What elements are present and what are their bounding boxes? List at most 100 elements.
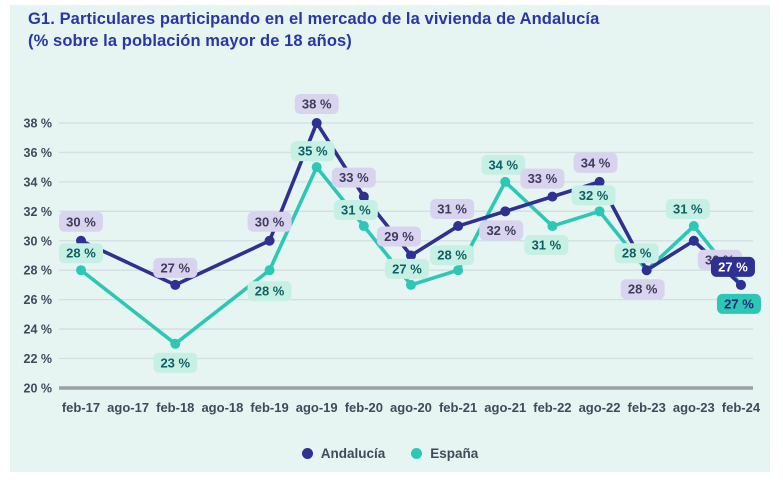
data-point-espana-ago-21 — [500, 176, 511, 187]
x-axis-tick-label: ago-21 — [484, 400, 526, 415]
legend-label-espana: España — [430, 446, 479, 461]
data-label-pill — [59, 243, 103, 264]
data-label-pill — [430, 199, 475, 220]
x-axis-tick-label: ago-23 — [673, 400, 715, 415]
data-point-espana-ago-20 — [405, 279, 416, 290]
data-label-pill — [59, 211, 103, 232]
chart-title: G1. Particulares participando en el merc… — [28, 8, 599, 52]
data-label-value: 23 % — [160, 355, 190, 370]
y-axis-tick-label: 28 % — [24, 264, 53, 278]
data-label-pill — [620, 279, 665, 300]
chart-title-line1: G1. Particulares participando en el merc… — [28, 10, 600, 28]
data-label-value: 30 % — [66, 214, 96, 229]
legend-label-andalucia: Andalucía — [320, 446, 386, 461]
data-label-pill — [481, 154, 526, 175]
data-label-value: 33 % — [528, 171, 558, 186]
data-label-value: 35 % — [298, 144, 328, 159]
data-point-espana-feb-22 — [547, 221, 558, 232]
data-label-pill — [524, 235, 569, 256]
data-point-andalucia-feb-24 — [735, 279, 746, 290]
data-point-espana-feb-21 — [453, 265, 464, 276]
data-point-andalucia-ago-22 — [594, 176, 605, 187]
data-point-andalucia-feb-19 — [264, 235, 275, 246]
x-axis-tick-label: feb-23 — [628, 400, 666, 415]
espana-series-dot-icon — [411, 448, 423, 459]
x-axis-tick-label: ago-20 — [390, 400, 432, 415]
x-axis-tick-label: feb-19 — [250, 400, 288, 415]
data-label-value: 28 % — [66, 246, 96, 261]
x-axis-tick-label: feb-20 — [345, 400, 383, 415]
x-axis-tick-label: feb-24 — [722, 400, 761, 415]
y-axis-tick-label: 32 % — [24, 205, 53, 219]
data-label-value: 27 % — [718, 259, 748, 274]
x-axis-tick-label: feb-21 — [439, 400, 477, 415]
legend-item-andalucia: Andalucía — [301, 446, 386, 461]
data-label-pill — [665, 199, 710, 220]
data-label-pill — [710, 256, 755, 277]
chart-legend: Andalucía España — [10, 446, 770, 461]
x-axis-tick-label: ago-22 — [579, 400, 621, 415]
data-label-value: 34 % — [581, 155, 611, 170]
data-label-value: 29 % — [384, 229, 414, 244]
data-label-pill — [479, 220, 524, 241]
data-point-andalucia-ago-20 — [405, 250, 416, 261]
data-label-pill — [384, 258, 429, 279]
data-label-value: 30 % — [255, 214, 285, 229]
data-label-pill — [247, 281, 292, 302]
line-chart: 38 % 36 % 34 % 32 % 30 % 28 % 26 % 24 % 22 % 20 %… — [24, 94, 761, 415]
data-label-pill — [290, 141, 335, 162]
data-point-espana-feb-17 — [76, 265, 86, 276]
data-label-pill — [247, 211, 292, 232]
data-label-pill — [571, 185, 616, 206]
data-label-value: 33 % — [339, 170, 369, 185]
data-label-value: 28 % — [255, 284, 285, 299]
data-label-value: 31 % — [341, 203, 371, 218]
data-label-value: 31 % — [437, 202, 467, 217]
data-point-andalucia-feb-23 — [641, 265, 652, 276]
data-label-pill — [573, 152, 618, 173]
data-point-andalucia-feb-22 — [547, 191, 558, 202]
data-label-value: 38 % — [302, 97, 332, 112]
data-label-value: 34 % — [488, 157, 518, 172]
data-label-pill — [520, 168, 565, 189]
y-axis-tick-label: 30 % — [24, 234, 53, 248]
data-label-pill — [716, 293, 761, 314]
y-axis-tick-label: 24 % — [24, 323, 53, 337]
data-point-andalucia-ago-21 — [500, 206, 511, 217]
data-label-value: 28 % — [437, 248, 467, 263]
x-axis-tick-label: ago-19 — [296, 400, 338, 415]
data-point-andalucia-feb-21 — [453, 221, 464, 232]
y-axis-tick-label: 36 % — [24, 146, 53, 160]
data-point-andalucia-ago-19 — [311, 118, 322, 128]
legend-item-espana: España — [411, 446, 478, 461]
data-point-espana-feb-20 — [358, 221, 369, 232]
x-axis-tick-label: feb-22 — [533, 400, 571, 415]
x-axis-tick-label: ago-17 — [107, 400, 149, 415]
data-point-espana-ago-19 — [311, 162, 322, 173]
y-axis-tick-label: 38 % — [24, 117, 53, 131]
data-label-pill — [153, 352, 198, 373]
y-axis-tick-label: 26 % — [24, 293, 53, 307]
y-axis-tick-label: 34 % — [24, 175, 53, 189]
y-axis-tick-label: 20 % — [24, 381, 53, 395]
data-point-espana-ago-22 — [594, 206, 605, 217]
data-label-value: 31 % — [673, 202, 703, 217]
data-label-value: 32 % — [486, 223, 516, 238]
data-label-value: 27 % — [392, 261, 422, 276]
data-label-pill — [294, 94, 339, 114]
chart-title-line2: (% sobre la población mayor de 18 años) — [28, 32, 352, 50]
data-label-pill — [153, 257, 198, 278]
data-label-value: 31 % — [532, 238, 562, 253]
x-axis-tick-label: feb-18 — [156, 400, 194, 415]
data-point-andalucia-ago-23 — [688, 235, 699, 246]
data-label-value: 27 % — [724, 296, 754, 311]
data-label-pill — [331, 167, 376, 188]
y-axis-tick-label: 22 % — [24, 352, 53, 366]
data-point-espana-feb-18 — [170, 338, 181, 349]
data-point-espana-ago-23 — [688, 221, 699, 232]
data-label-value: 28 % — [628, 282, 658, 297]
data-label-value: 32 % — [579, 188, 609, 203]
data-label-pill — [430, 245, 475, 266]
data-label-pill — [333, 200, 378, 221]
